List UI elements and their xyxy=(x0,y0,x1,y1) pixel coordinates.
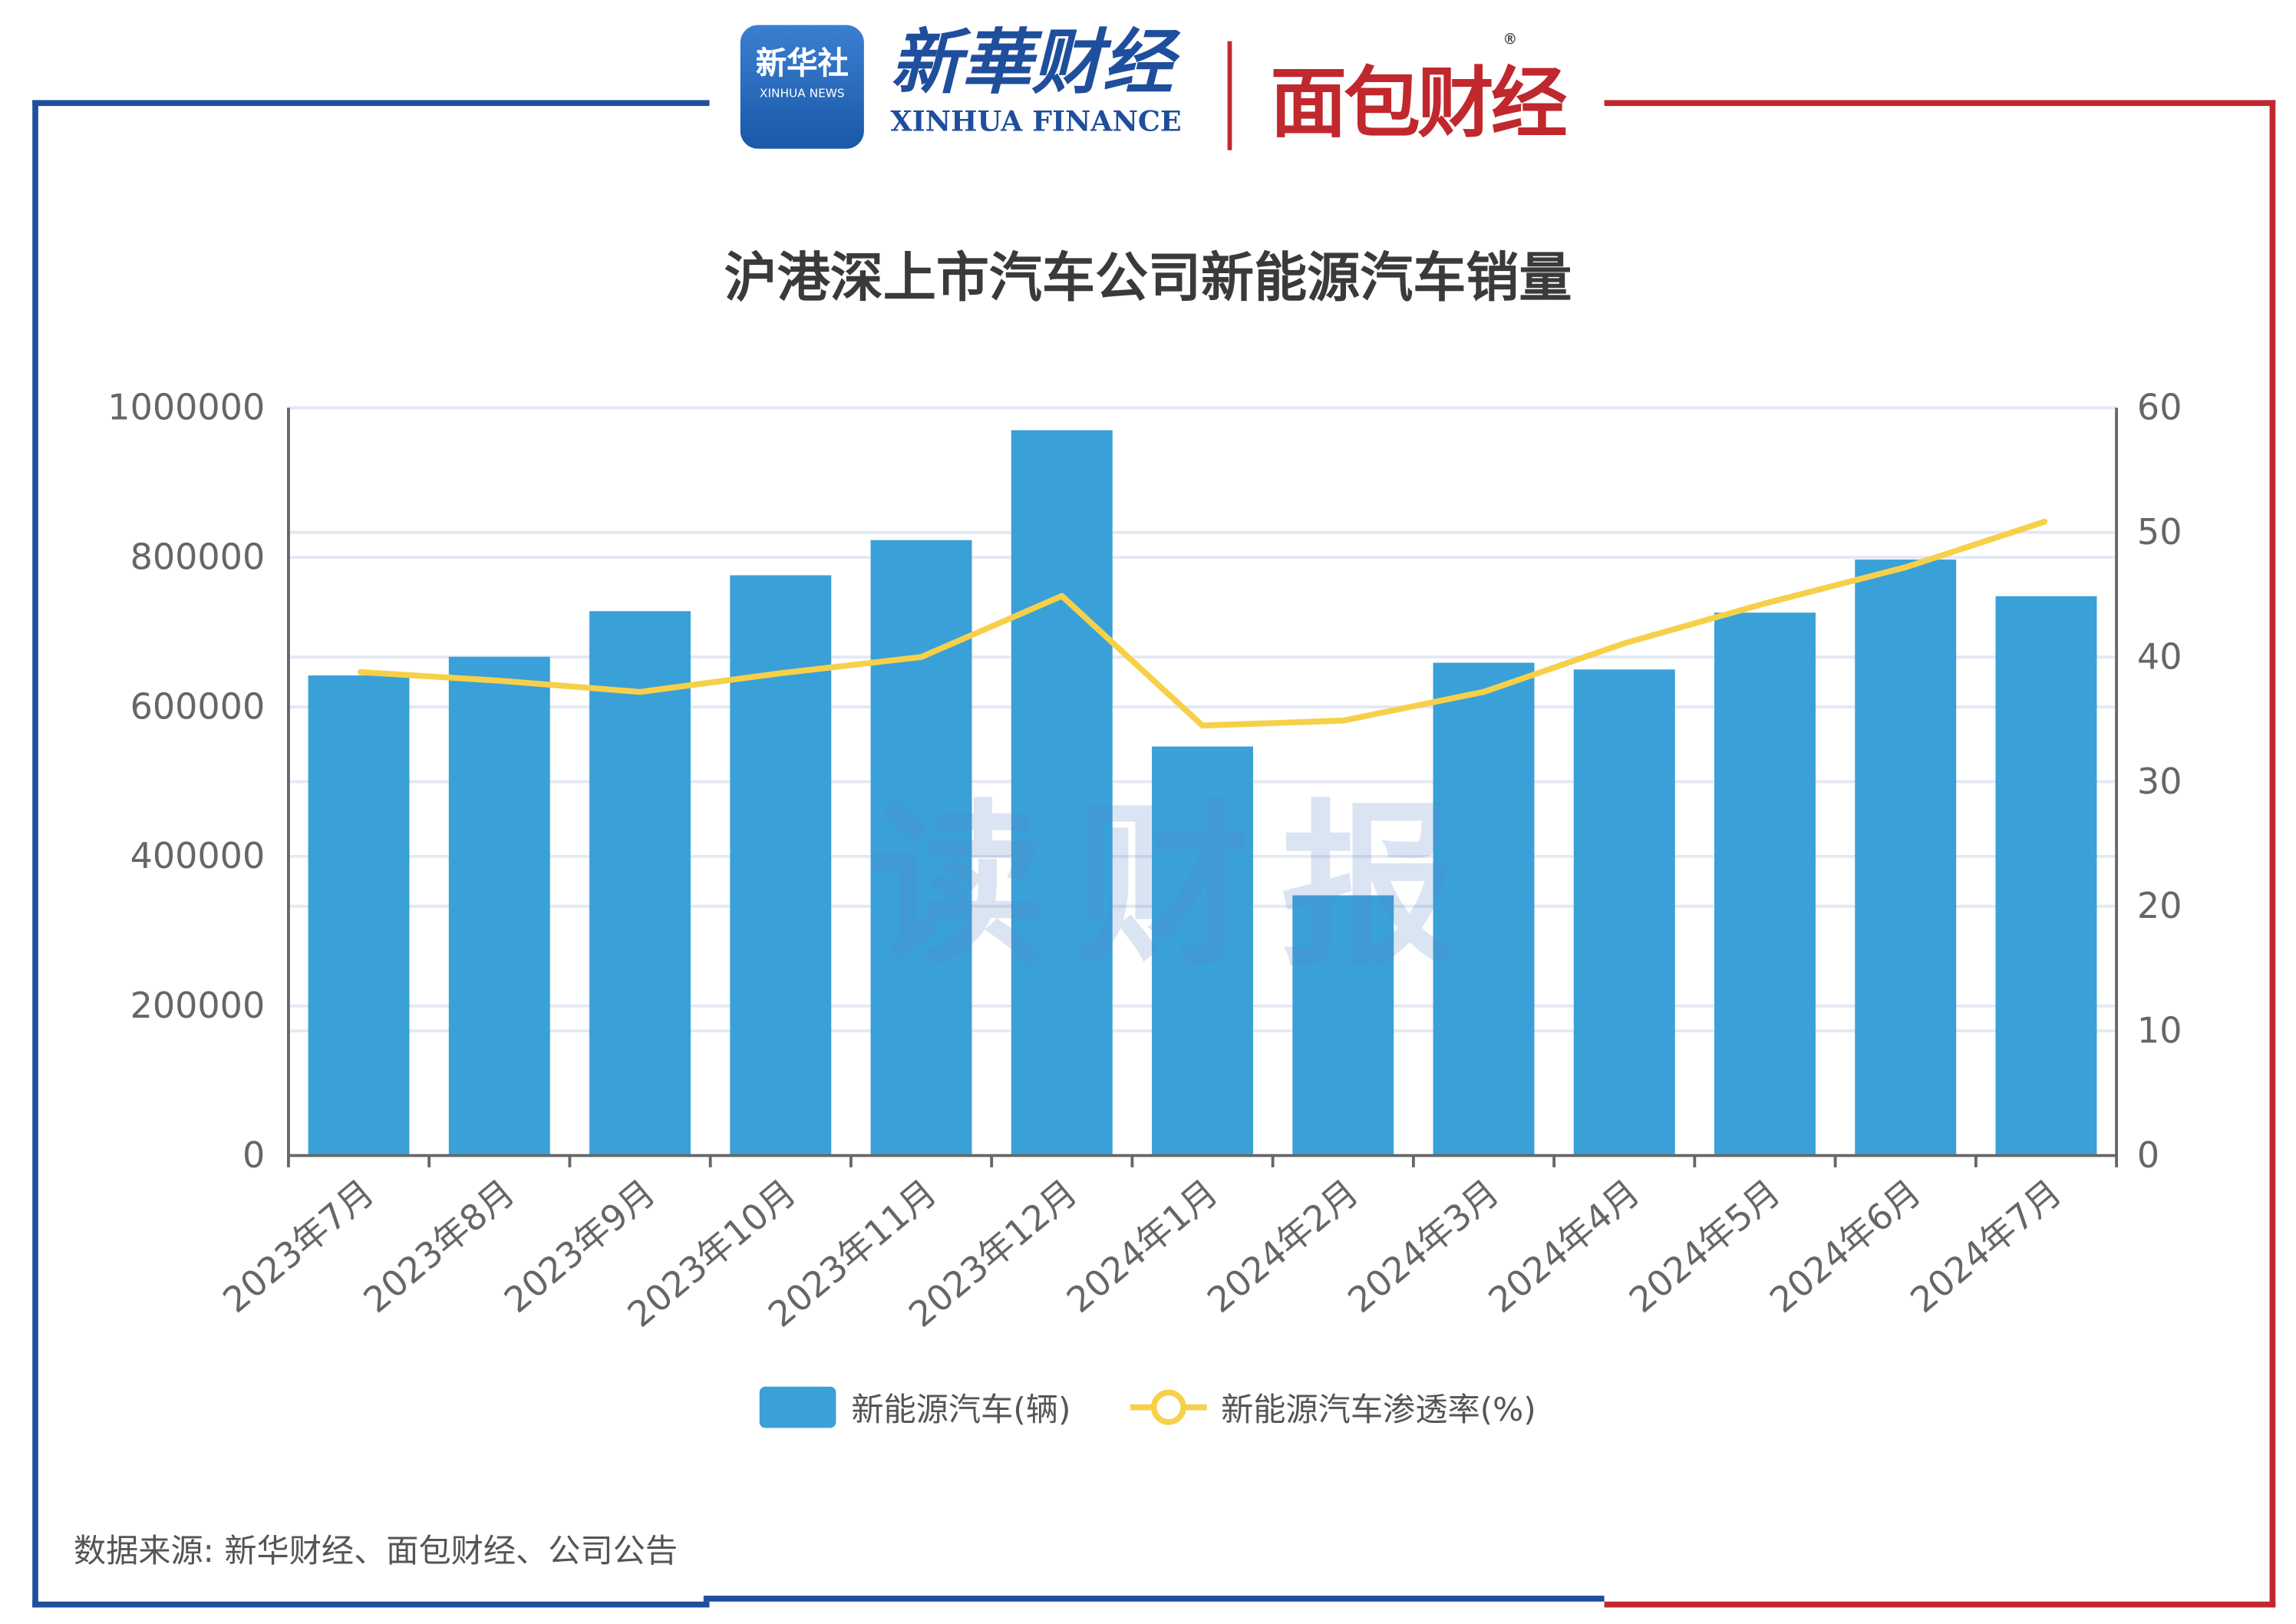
x-tick-label: 2024年4月 xyxy=(1480,1171,1647,1321)
bar xyxy=(1714,612,1816,1156)
x-tick-label: 2024年6月 xyxy=(1762,1171,1928,1321)
x-tick-label: 2024年1月 xyxy=(1059,1171,1226,1321)
y-right-tick-label: 50 xyxy=(2137,511,2182,553)
y-left-tick-label: 0 xyxy=(242,1134,265,1176)
bar xyxy=(730,575,832,1156)
legend-item-line[interactable]: 新能源汽车渗透率(%) xyxy=(1130,1384,1536,1431)
bar xyxy=(448,656,550,1156)
y-left-tick-label: 800000 xyxy=(130,536,266,577)
legend: 新能源汽车(辆) 新能源汽车渗透率(%) xyxy=(0,1384,2296,1431)
logo-text: 新华社 xyxy=(755,45,849,81)
legend-swatch-line xyxy=(1130,1389,1206,1425)
frame-right xyxy=(1604,100,2276,1608)
frame-left xyxy=(32,100,710,1608)
line-point xyxy=(1341,718,1345,722)
line-point xyxy=(1904,566,1908,569)
bar xyxy=(1292,895,1394,1156)
line-point xyxy=(2044,520,2048,523)
line-point xyxy=(919,655,923,659)
line-point xyxy=(357,670,361,674)
bar xyxy=(308,675,410,1156)
y-left-tick-label: 400000 xyxy=(130,835,266,876)
y-right-tick-label: 60 xyxy=(2137,387,2182,428)
y-right-tick-label: 0 xyxy=(2137,1134,2159,1176)
legend-label: 新能源汽车(辆) xyxy=(851,1392,1071,1430)
bar xyxy=(1995,596,2097,1156)
line-point xyxy=(779,672,783,675)
line-point xyxy=(1763,602,1767,606)
x-tick-label: 2023年7月 xyxy=(215,1171,381,1321)
xinhua-finance-logo: 新華财经 XINHUA FINANCE xyxy=(890,21,1185,139)
frame-bottom xyxy=(703,1596,1605,1602)
bar xyxy=(1152,746,1253,1156)
y-left-tick-label: 600000 xyxy=(130,685,266,727)
bar xyxy=(1573,669,1675,1156)
source-note: 数据来源: 新华财经、面包财经、公司公告 xyxy=(73,1533,678,1571)
logo-divider xyxy=(1227,41,1232,150)
line-point xyxy=(1482,690,1486,694)
y-left-tick-label: 200000 xyxy=(130,985,266,1026)
chart: 0 200000 400000 600000 800000 1000000 0 10 20 30 4… xyxy=(107,387,2182,1335)
logo-text: XINHUA NEWS xyxy=(759,87,845,101)
y-left-tick-label: 1000000 xyxy=(107,387,265,428)
line-point xyxy=(1622,642,1626,645)
line-point xyxy=(638,690,642,694)
y-right-tick-label: 10 xyxy=(2137,1010,2182,1051)
x-tick-label: 2024年3月 xyxy=(1340,1171,1506,1321)
legend-item-bar[interactable]: 新能源汽车(辆) xyxy=(760,1384,1070,1431)
bar xyxy=(1011,430,1113,1156)
y-right-tick-label: 20 xyxy=(2137,885,2182,926)
legend-label: 新能源汽车渗透率(%) xyxy=(1221,1392,1536,1430)
logo-text: 面包财经 xyxy=(1270,60,1567,149)
x-tick-label: 2023年8月 xyxy=(356,1171,523,1321)
bar xyxy=(1433,662,1535,1156)
y-right-tick-label: 40 xyxy=(2137,635,2182,677)
x-tick-label: 2024年7月 xyxy=(1902,1171,2069,1321)
x-tick-label: 2024年5月 xyxy=(1621,1171,1788,1321)
line-point xyxy=(1201,724,1204,728)
line-point xyxy=(1060,594,1064,598)
bar xyxy=(1855,559,1957,1156)
line-point xyxy=(497,679,501,682)
x-tick-label: 2024年2月 xyxy=(1199,1171,1366,1321)
y-right-tick-label: 30 xyxy=(2137,761,2182,802)
bar xyxy=(589,611,691,1156)
logo-text: 新華财经 xyxy=(890,21,1173,105)
legend-swatch-bar xyxy=(760,1386,837,1428)
logo-text: XINHUA FINANCE xyxy=(890,106,1182,139)
watermark: 读财报 xyxy=(868,786,1487,991)
mianbao-finance-logo: 面包财经 ® xyxy=(1270,32,1567,149)
chart-title: 沪港深上市汽车公司新能源汽车销量 xyxy=(724,249,1572,309)
xinhua-news-logo: 新华社 XINHUA NEWS xyxy=(740,25,864,149)
